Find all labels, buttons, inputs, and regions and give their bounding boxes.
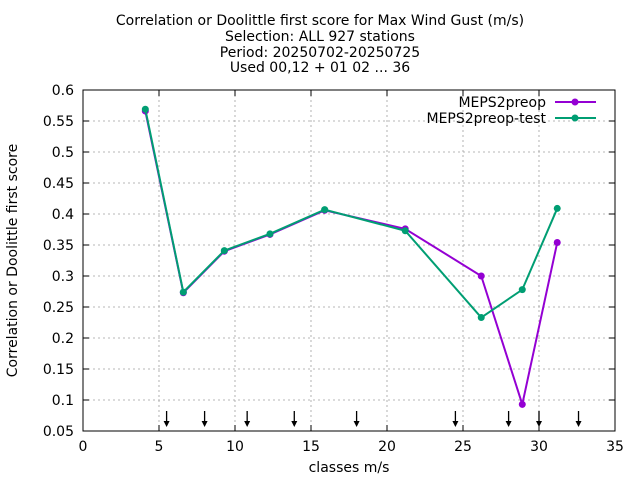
data-point <box>553 239 561 247</box>
x-axis: 0 5 10 15 20 25 30 35 <box>79 90 624 455</box>
legend-label: MEPS2preop-test <box>427 111 547 127</box>
y-tick-label: 0.4 <box>52 207 74 223</box>
x-tick-label: 5 <box>155 439 164 455</box>
y-tick-label: 0.2 <box>52 331 74 347</box>
y-axis-label: Correlation or Doolittle first score <box>5 144 21 377</box>
plot-frame <box>82 89 616 432</box>
y-tick-label: 0.3 <box>52 269 74 285</box>
class-boundary-arrow <box>505 411 512 427</box>
x-axis-label: classes m/s <box>309 460 390 476</box>
chart-title-line-3: Period: 20250702-20250725 <box>219 45 421 61</box>
series-1 <box>141 107 561 409</box>
x-tick-label: 20 <box>378 439 396 455</box>
legend-entry: MEPS2preop-test <box>427 111 596 127</box>
class-boundary-arrow <box>536 411 542 427</box>
class-boundary-arrow <box>244 411 251 427</box>
y-tick-label: 0.45 <box>43 176 74 192</box>
series-line <box>144 110 559 409</box>
y-tick-label: 0.6 <box>52 83 74 99</box>
class-boundary-arrow <box>353 411 360 427</box>
data-point <box>477 272 485 280</box>
y-tick-label: 0.15 <box>43 362 74 378</box>
legend-entry: MEPS2preop <box>458 95 596 111</box>
grid-lines <box>83 90 615 431</box>
y-tick-label: 0.05 <box>43 424 74 440</box>
data-point <box>321 206 329 214</box>
y-tick-label: 0.5 <box>52 145 74 161</box>
data-point <box>518 400 526 408</box>
x-tick-label: 0 <box>79 439 88 455</box>
y-tick-label: 0.25 <box>43 300 74 316</box>
chart-title-line-4: Used 00,12 + 01 02 ... 36 <box>229 60 411 76</box>
x-tick-label: 35 <box>606 439 624 455</box>
data-point <box>179 288 187 296</box>
chart-title-line-1: Correlation or Doolittle first score for… <box>115 13 525 29</box>
legend-label: MEPS2preop <box>458 95 546 111</box>
y-tick-label: 0.55 <box>43 114 74 130</box>
legend-marker <box>571 114 579 122</box>
class-boundary-arrow <box>575 411 582 427</box>
class-markers <box>163 411 582 427</box>
class-boundary-arrow <box>201 411 208 427</box>
data-point <box>553 204 561 212</box>
series-line <box>144 109 559 319</box>
data-point <box>220 247 228 255</box>
chart-title-line-2: Selection: ALL 927 stations <box>225 29 415 45</box>
data-point <box>401 227 409 235</box>
class-boundary-arrow <box>163 411 170 427</box>
y-axis: 0.05 0.1 0.15 0.2 0.25 0.3 0.35 0.4 0.45 0.5 0.55 0… <box>43 83 615 440</box>
x-tick-label: 10 <box>226 439 244 455</box>
data-point <box>477 314 485 322</box>
x-tick-label: 30 <box>530 439 548 455</box>
data-point <box>266 230 274 238</box>
data-point <box>518 286 526 294</box>
y-tick-label: 0.35 <box>43 238 74 254</box>
legend-marker <box>571 98 579 106</box>
class-boundary-arrow <box>291 411 298 427</box>
data-point <box>141 105 149 113</box>
x-tick-label: 15 <box>302 439 320 455</box>
y-tick-label: 0.1 <box>52 393 74 409</box>
class-boundary-arrow <box>452 411 459 427</box>
series-layer <box>141 105 561 409</box>
series-2 <box>141 105 561 322</box>
x-tick-label: 25 <box>454 439 472 455</box>
